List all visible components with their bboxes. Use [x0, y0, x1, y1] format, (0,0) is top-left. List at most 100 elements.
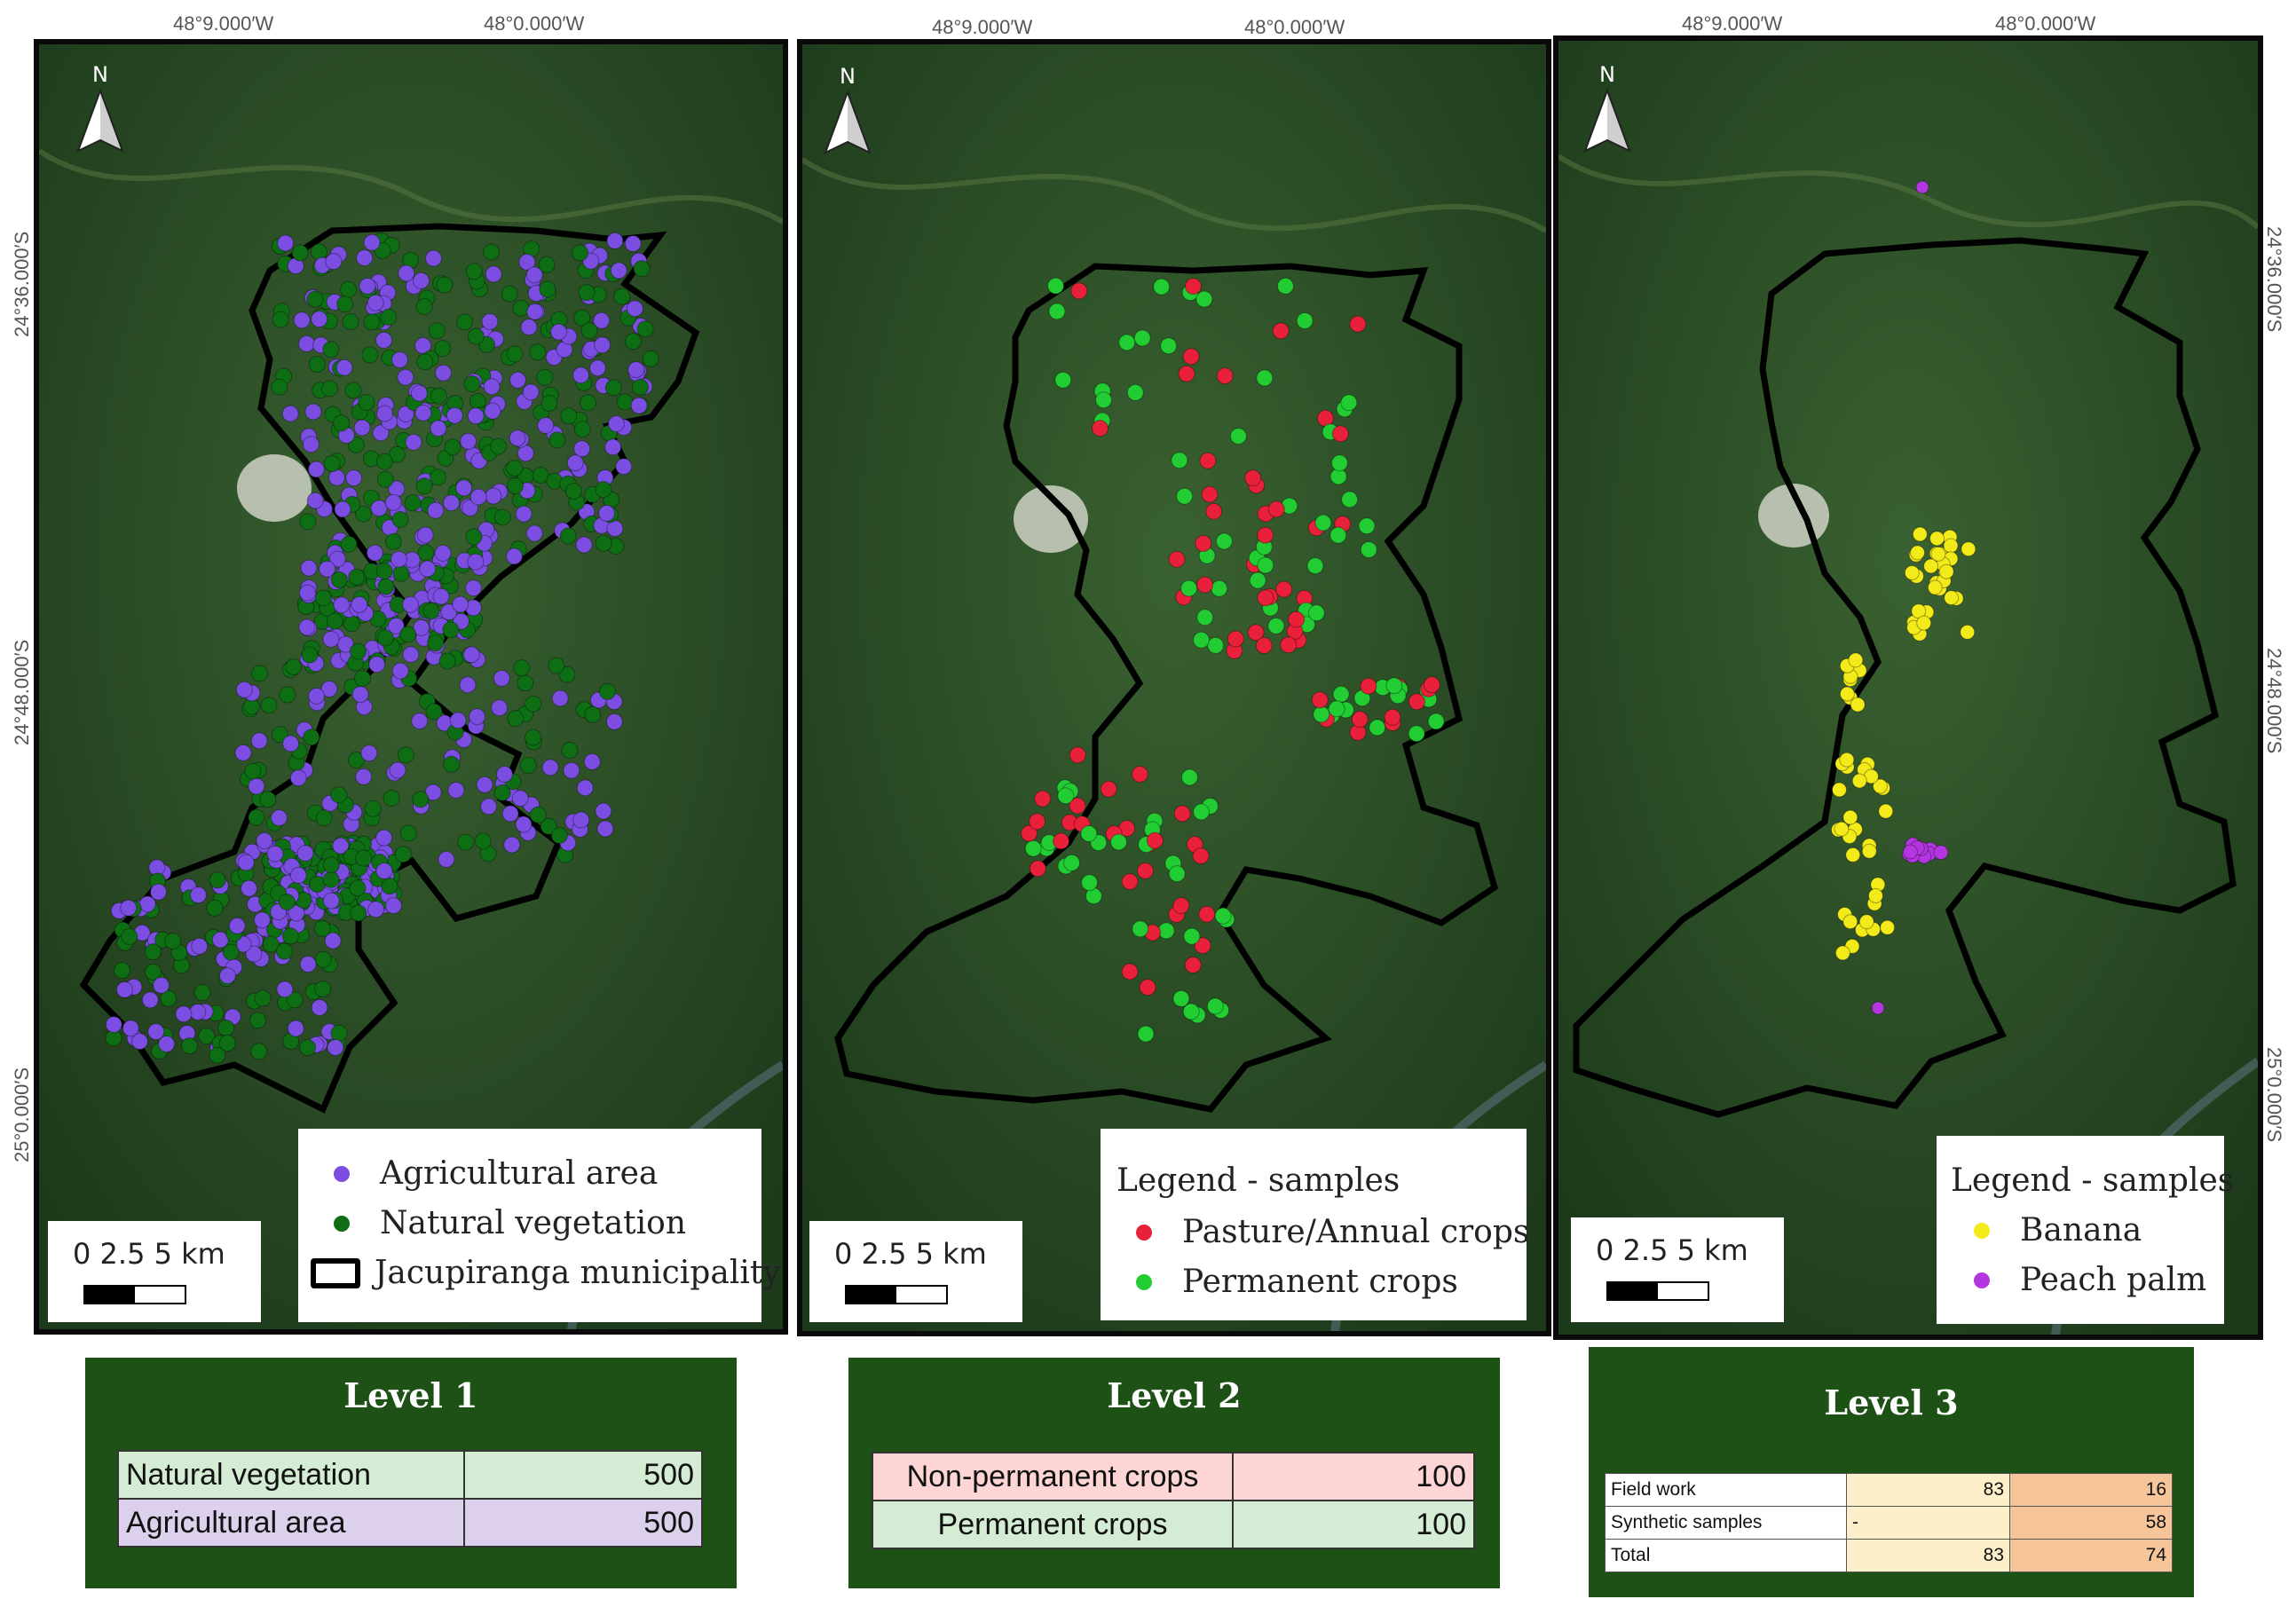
- sample-point-natural: [519, 757, 537, 775]
- sample-point-agricultural: [266, 845, 284, 863]
- sample-point-banana: [1904, 564, 1920, 580]
- sample-point-agricultural: [605, 713, 623, 730]
- lon-label-map3-east: 48°0.000′W: [1995, 12, 2096, 35]
- sample-point-natural: [303, 729, 320, 746]
- sample-point-pasture: [1053, 832, 1070, 850]
- sample-point-pasture: [1182, 348, 1200, 366]
- sample-point-pasture: [1091, 420, 1109, 437]
- sample-point-banana: [1927, 579, 1943, 595]
- sample-point-agricultural: [594, 336, 611, 354]
- sample-point-agricultural: [551, 689, 569, 707]
- sample-point-permanent: [1094, 391, 1112, 409]
- sample-point-pasture: [1288, 611, 1306, 628]
- legend-item-banana: Banana: [1974, 1212, 2142, 1249]
- sample-point-agricultural: [189, 1003, 207, 1020]
- sample-point-agricultural: [485, 487, 502, 505]
- sample-point-banana: [1911, 603, 1927, 619]
- sample-point-agricultural: [308, 687, 326, 705]
- sample-point-agricultural: [397, 368, 414, 386]
- sample-point-natural: [578, 284, 596, 302]
- sample-point-permanent: [1168, 865, 1186, 883]
- sample-point-banana: [1943, 538, 1959, 554]
- sample-point-natural: [399, 824, 417, 842]
- sample-point-banana: [1938, 563, 1954, 579]
- sample-point-permanent: [1054, 371, 1072, 389]
- sample-point-natural: [636, 320, 654, 338]
- sample-point-banana: [1842, 809, 1858, 825]
- table-cell-label: Field work: [1605, 1473, 1847, 1507]
- legend-dot-permanent: [1136, 1273, 1152, 1290]
- sample-point-natural: [249, 1012, 267, 1029]
- sample-point-natural: [347, 436, 365, 453]
- sample-point-natural: [348, 568, 366, 586]
- sample-point-permanent: [1048, 303, 1066, 320]
- map-level-3[interactable]: N 0 2.5 5 km Legend - samples Banana Pea…: [1553, 35, 2263, 1340]
- sample-point-agricultural: [459, 676, 477, 694]
- legend-dot-pasture: [1136, 1224, 1152, 1241]
- sample-point-natural: [308, 355, 326, 373]
- sample-point-agricultural: [430, 420, 447, 437]
- sample-point-agricultural: [438, 850, 455, 868]
- sample-point-banana: [1960, 624, 1976, 640]
- lat-label-right-1: 24°36.000′S: [2263, 226, 2285, 333]
- sample-point-permanent: [1256, 369, 1274, 387]
- sample-point-pasture: [1349, 315, 1367, 333]
- sample-point-natural: [222, 943, 240, 961]
- sample-point-natural: [560, 407, 578, 425]
- lat-label-right-2: 24°48.000′S: [2263, 648, 2285, 754]
- sample-point-agricultural: [608, 415, 626, 433]
- scale-bar: 0 2.5 5 km: [809, 1221, 1022, 1322]
- lon-label-map2-east: 48°0.000′W: [1244, 16, 1345, 38]
- sample-point-permanent: [1408, 725, 1425, 743]
- sample-point-permanent: [1249, 571, 1266, 589]
- sample-point-agricultural: [147, 1023, 165, 1041]
- sample-point-agricultural: [218, 967, 236, 985]
- sample-point-natural: [399, 626, 417, 643]
- sample-point-agricultural: [293, 311, 311, 329]
- sample-point-agricultural: [526, 303, 544, 320]
- sample-point-agricultural: [465, 579, 483, 597]
- sample-point-natural: [271, 378, 288, 396]
- sample-point-natural: [144, 943, 162, 961]
- sample-point-pasture: [1280, 636, 1298, 654]
- sample-point-natural: [364, 800, 382, 817]
- sample-point-agricultural: [462, 500, 479, 517]
- table-cell-value: 100: [1232, 1500, 1475, 1549]
- sample-point-pasture: [1255, 637, 1273, 655]
- map-level-1[interactable]: N 0 2.5 5 km Agricultural area Natural v…: [34, 39, 788, 1335]
- sample-point-agricultural: [416, 526, 434, 544]
- sample-point-agricultural: [476, 776, 493, 793]
- level-1-title: Level 1: [343, 1375, 478, 1415]
- sample-point-natural: [384, 532, 402, 550]
- sample-point-agricultural: [359, 277, 376, 295]
- sample-point-natural: [353, 669, 371, 687]
- table-row: Natural vegetation 500: [117, 1450, 703, 1500]
- sample-point-banana: [1839, 752, 1855, 768]
- sample-point-agricultural: [367, 294, 384, 311]
- sample-point-agricultural: [598, 504, 616, 522]
- sample-point-agricultural: [515, 505, 533, 523]
- sample-point-natural: [507, 710, 525, 728]
- sample-point-pasture: [1070, 282, 1088, 300]
- sample-point-banana: [1872, 778, 1888, 794]
- sample-point-natural: [299, 513, 317, 531]
- map-level-2[interactable]: N 0 2.5 5 km Legend - samples Pasture/An…: [797, 39, 1551, 1336]
- sample-point-banana: [1923, 558, 1939, 574]
- sample-point-permanent: [1118, 334, 1136, 351]
- sample-point-natural: [272, 311, 289, 328]
- sample-point-natural: [322, 870, 340, 888]
- sample-point-pasture: [1227, 630, 1244, 648]
- legend-dot-natural: [334, 1215, 350, 1232]
- sample-point-natural: [599, 682, 617, 700]
- sample-point-pasture: [1196, 576, 1214, 594]
- sample-point-permanent: [1314, 514, 1332, 532]
- sample-point-banana: [1916, 615, 1932, 631]
- quarry-icon: [237, 454, 312, 522]
- sample-point-agricultural: [435, 364, 453, 382]
- level-1-table: Natural vegetation 500 Agricultural area…: [117, 1450, 703, 1548]
- sample-point-natural: [326, 612, 343, 630]
- north-arrow-icon: N: [817, 64, 879, 163]
- sample-point-agricultural: [368, 656, 386, 674]
- sample-point-natural: [430, 469, 447, 486]
- sample-point-natural: [250, 1043, 268, 1060]
